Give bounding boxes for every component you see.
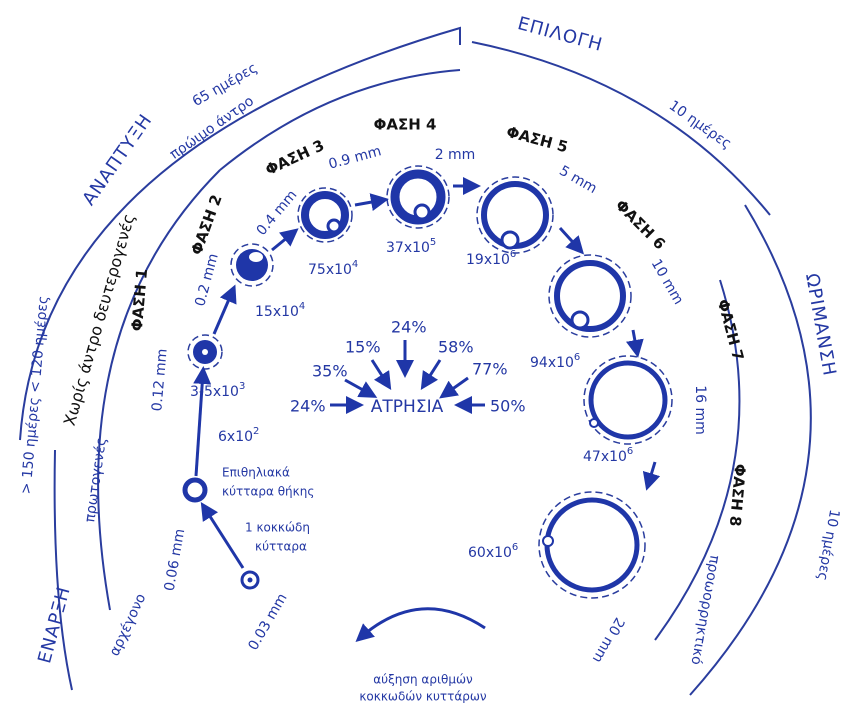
oocyte [502,232,518,248]
size-label: 2 mm [435,147,476,163]
phase-label: ΦΑΣΗ 5 [504,123,569,157]
phase-label: ΦΑΣΗ 6 [612,196,669,253]
note: αύξηση αριθμών [373,673,473,687]
theca [584,356,672,444]
phase-label: ΦΑΣΗ 2 [187,192,225,257]
arrow [444,378,468,395]
duration: 10 ημέρες [814,508,842,582]
size-label: 0.06 mm [162,528,189,593]
note: Επιθηλιακά [222,466,290,480]
size-label: 0.2 mm [192,252,221,308]
count-exp: 3 [239,381,245,392]
diagram: ΕΝΑΡΞΗ ΑΝΑΠΤΥΞΗ ΕΠΙΛΟΓΗ ΩΡΙΜΑΝΣΗ > 150 η… [0,0,850,706]
note: 1 κοκκώδη [245,521,310,535]
phase-label: ΦΑΣΗ 3 [263,136,328,179]
cell-count: 75x104 [308,259,358,278]
stage-label: ΕΠΙΛΟΓΗ [515,13,605,56]
arrow [272,232,294,250]
atresia-rate: 15% [345,338,381,357]
atresia-rate: 50% [490,397,526,416]
cell-count: 15x104 [255,301,305,320]
arrow [214,290,233,334]
follicle [185,480,205,500]
count-base: 37x10 [386,240,430,256]
follicle [547,500,637,590]
cell-count: 47x106 [583,446,633,465]
count-base: 3-5x10 [190,384,239,400]
note: κύτταρα [255,540,307,554]
follicle-type: αρχέγονο [107,591,150,658]
oocyte [572,312,588,328]
count-base: 6x10 [218,429,253,445]
phase-label: ΦΑΣΗ 1 [128,268,151,332]
count-exp: 6 [627,446,633,457]
count-base: 19x10 [466,252,510,268]
arrow [360,609,485,638]
count-exp: 6 [510,249,516,260]
cell-count: 6x102 [218,426,259,445]
cell-count: 37x105 [386,237,436,256]
oocyte [202,349,208,355]
count-exp: 4 [299,301,305,312]
size-label: 0.9 mm [327,143,383,172]
count-exp: 5 [430,237,436,248]
count-exp: 6 [512,542,518,553]
atresia-label: ΑΤΡΗΣΙΑ [371,397,444,417]
stage-label: ΕΝΑΡΞΗ [34,584,75,666]
atresia-rate: 58% [438,338,474,357]
size-label: 10 mm [648,257,687,308]
atresia-rate: 77% [472,360,508,379]
size-label: 0.4 mm [254,187,301,239]
count-base: 75x10 [308,262,352,278]
theca [549,255,631,337]
size-label: 16 mm [692,385,708,435]
atresia-rate: 35% [312,362,348,381]
atresia-rate: 24% [290,397,326,416]
arrow [424,360,440,385]
note: κοκκωδών κυττάρων [359,690,487,704]
count-exp: 2 [253,426,259,437]
phase-label: ΦΑΣΗ 8 [726,463,749,527]
size-label: 0.03 mm [245,591,290,653]
cell-count: 3-5x103 [190,381,245,400]
follicle [591,363,665,437]
duration: > 150 ημέρες < 120 ημέρες [18,295,51,495]
oocyte [328,220,340,232]
oocyte [590,419,598,427]
oocyte [543,536,553,546]
arrow [355,200,383,205]
oocyte [248,578,253,583]
theca [539,492,645,598]
atresia-rate: 24% [391,318,427,337]
count-exp: 4 [352,259,358,270]
arrow [345,380,372,395]
count-base: 47x10 [583,449,627,465]
arrow [560,228,580,250]
arrow [648,462,655,485]
count-base: 94x10 [530,355,574,371]
note: κύτταρα θήκης [222,485,314,499]
follicle-type: πρωτογενές [82,437,110,524]
size-label: 0.12 mm [149,348,170,412]
cell-count: 94x106 [530,352,580,371]
count-exp: 6 [574,352,580,363]
count-base: 60x10 [468,545,512,561]
cell-count: 19x106 [466,249,516,268]
phase-label: ΦΑΣΗ 4 [374,116,437,134]
size-label: 20 mm [589,615,628,666]
stage-label: ΑΝΑΠΤΥΞΗ [78,110,156,209]
cell-count: 60x106 [468,542,518,561]
oocyte [415,205,429,219]
arrow [633,330,637,352]
arrow [372,360,388,385]
follicle-type: προωορρηκτικό [687,554,722,666]
antrum-label: Χωρίς άντρο δευτερογενές [60,212,139,428]
oocyte [249,252,263,262]
phase-label: ΦΑΣΗ 7 [714,297,748,362]
size-label: 5 mm [556,163,599,197]
count-base: 15x10 [255,304,299,320]
arrow [204,507,243,568]
follicle [557,263,623,329]
